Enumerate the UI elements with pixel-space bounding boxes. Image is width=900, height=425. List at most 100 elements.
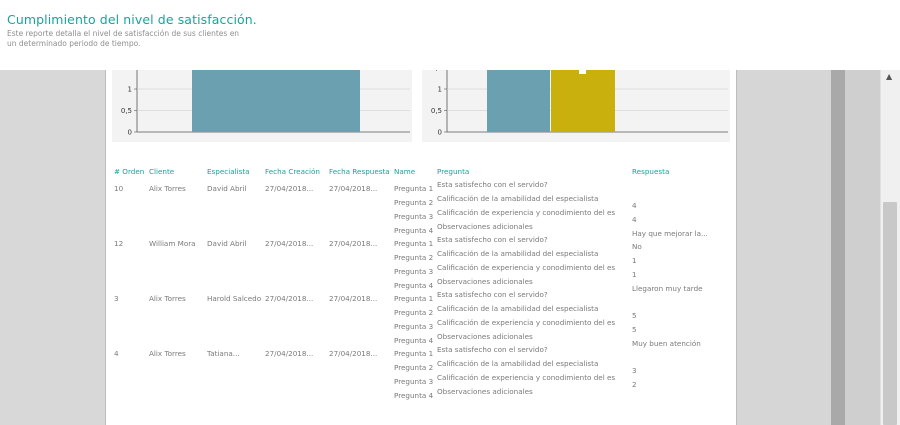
question-name: Pregunta 2 <box>394 198 434 207</box>
specialist-name: Harold Salcedo <box>207 294 262 303</box>
order-number: 3 <box>114 294 119 303</box>
y-tick-label: 1 <box>128 86 132 94</box>
answer-value: Hay que mejorar la... <box>632 229 708 238</box>
question-text: Observaciones adicionales <box>437 223 533 231</box>
specialist-name: David Abril <box>207 239 247 248</box>
client-name: Alix Torres <box>149 349 186 358</box>
question-text: Observaciones adicionales <box>437 388 533 396</box>
order-number: 4 <box>114 349 119 358</box>
page-subtitle: Este reporte detalla el nivel de satisfa… <box>7 29 240 48</box>
page-title: Cumplimiento del nivel de satisfacción. <box>7 12 257 27</box>
question-text: Calificación de la amabilidad del especi… <box>437 250 599 258</box>
specialist-name: David Abril <box>207 184 247 193</box>
creation-date: 27/04/2018... <box>265 294 314 303</box>
answer-value: 5 <box>632 311 637 320</box>
response-date: 27/04/2018... <box>329 294 378 303</box>
y-tick-label: 1 <box>438 86 442 94</box>
satisfaction-chart-1: 00,51 <box>121 70 410 137</box>
question-text: Esta satisfecho con el servido? <box>437 236 548 244</box>
question-name: Pregunta 4 <box>394 281 434 290</box>
answer-value: No <box>632 242 642 251</box>
chart-bar <box>487 70 550 132</box>
column-header-fecha-respuesta[interactable]: Fecha Respuesta <box>329 167 390 176</box>
question-text: Calificación de la amabilidad del especi… <box>437 305 599 313</box>
column-header-respuesta[interactable]: Respuesta <box>632 167 670 176</box>
question-name: Pregunta 3 <box>394 322 434 331</box>
answer-value: Muy buen atención <box>632 339 701 348</box>
column-header-cliente[interactable]: Cliente <box>149 167 175 176</box>
y-tick-label: 0 <box>128 129 132 137</box>
question-name: Pregunta 4 <box>394 336 434 345</box>
answer-value: 1 <box>632 256 637 265</box>
question-text: Esta satisfecho con el servido? <box>437 346 548 354</box>
chart-bar-data-label <box>579 70 586 74</box>
question-text: Calificación de experiencia y conodimien… <box>437 264 615 272</box>
answer-value: 4 <box>632 215 637 224</box>
answer-value: 1 <box>632 270 637 279</box>
chart-panel-1: 0 0,5 1 <box>112 70 412 142</box>
y-tick-label: 0,5 <box>121 107 132 115</box>
answer-value: 2 <box>632 380 637 389</box>
report-document: 00,51 00,511,5 # Orden Cliente Especiali… <box>105 70 737 425</box>
question-name: Pregunta 3 <box>394 267 434 276</box>
question-name: Pregunta 1 <box>394 349 434 358</box>
viewer-gutter-right <box>737 70 831 425</box>
viewer-margin <box>845 70 880 425</box>
question-name: Pregunta 3 <box>394 377 434 386</box>
specialist-name: Tatiana... <box>207 349 240 358</box>
answer-value: 3 <box>632 366 637 375</box>
column-header-fecha-creacion[interactable]: Fecha Creación <box>265 167 320 176</box>
viewer-divider <box>831 70 845 425</box>
question-text: Calificación de experiencia y conodimien… <box>437 374 615 382</box>
question-name: Pregunta 3 <box>394 212 434 221</box>
question-name: Pregunta 4 <box>394 226 434 235</box>
column-header-especialista[interactable]: Especialista <box>207 167 250 176</box>
question-text: Observaciones adicionales <box>437 333 533 341</box>
response-date: 27/04/2018... <box>329 349 378 358</box>
satisfaction-chart-2: 0 0,5 1 1,5 <box>431 70 728 137</box>
client-name: William Mora <box>149 239 196 248</box>
answer-value: 4 <box>632 201 637 210</box>
creation-date: 27/04/2018... <box>265 184 314 193</box>
question-text: Esta satisfecho con el servido? <box>437 181 548 189</box>
chart-panel-2: 0 0,5 1 1,5 <box>422 70 730 142</box>
order-number: 10 <box>114 184 124 193</box>
question-name: Pregunta 2 <box>394 363 434 372</box>
question-text: Calificación de la amabilidad del especi… <box>437 195 599 203</box>
response-date: 27/04/2018... <box>329 239 378 248</box>
column-header-pregunta[interactable]: Pregunta <box>437 167 470 176</box>
report-header: Cumplimiento del nivel de satisfacción. … <box>7 12 257 49</box>
question-name: Pregunta 2 <box>394 253 434 262</box>
question-name: Pregunta 2 <box>394 308 434 317</box>
scroll-up-arrow-icon[interactable]: ▲ <box>886 72 893 81</box>
question-text: Esta satisfecho con el servido? <box>437 291 548 299</box>
question-text: Calificación de experiencia y conodimien… <box>437 319 615 327</box>
question-text: Calificación de experiencia y conodimien… <box>437 209 615 217</box>
column-header-name[interactable]: Name <box>394 167 416 176</box>
question-text: Observaciones adicionales <box>437 278 533 286</box>
question-text: Calificación de la amabilidad del especi… <box>437 360 599 368</box>
y-tick-label: 0,5 <box>431 107 442 115</box>
question-name: Pregunta 1 <box>394 294 434 303</box>
report-viewer: 00,51 00,511,5 # Orden Cliente Especiali… <box>0 70 880 425</box>
question-name: Pregunta 1 <box>394 239 434 248</box>
client-name: Alix Torres <box>149 184 186 193</box>
answer-value: 5 <box>632 325 637 334</box>
order-number: 12 <box>114 239 124 248</box>
question-name: Pregunta 1 <box>394 184 434 193</box>
y-tick-label: 0 <box>438 129 442 137</box>
question-name: Pregunta 4 <box>394 391 434 400</box>
viewer-gutter-left <box>0 70 105 425</box>
vertical-scrollbar[interactable]: ▲ <box>880 70 900 425</box>
creation-date: 27/04/2018... <box>265 239 314 248</box>
response-date: 27/04/2018... <box>329 184 378 193</box>
creation-date: 27/04/2018... <box>265 349 314 358</box>
answer-value: Llegaron muy tarde <box>632 284 703 293</box>
chart-bar <box>551 70 615 132</box>
scrollbar-thumb[interactable] <box>883 202 897 425</box>
column-header-orden[interactable]: # Orden <box>114 167 145 176</box>
chart-bar <box>192 70 360 132</box>
client-name: Alix Torres <box>149 294 186 303</box>
y-tick-label: 1,5 <box>431 70 442 72</box>
